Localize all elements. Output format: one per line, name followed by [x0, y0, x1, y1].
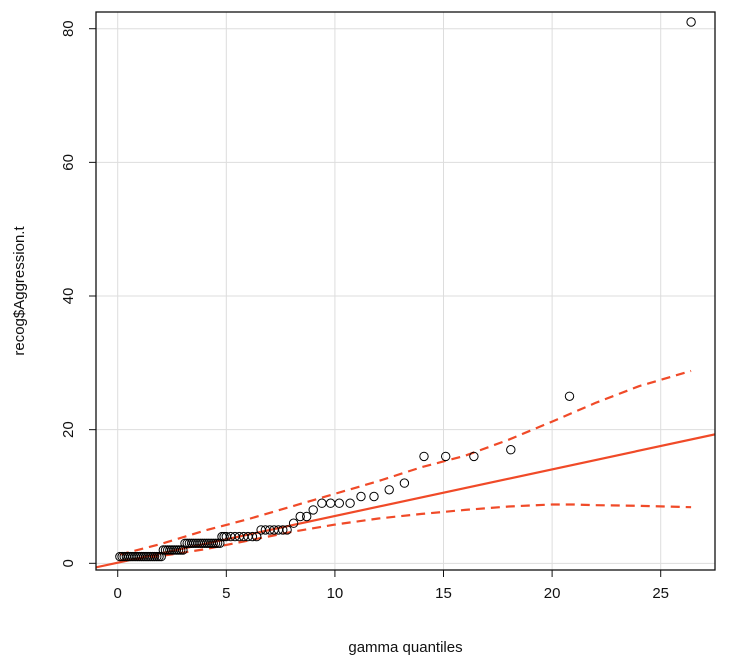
- y-tick-label: 20: [60, 421, 77, 438]
- data-point: [506, 445, 516, 455]
- data-point: [325, 498, 336, 508]
- y-tick-label: 80: [60, 20, 77, 37]
- envelope-upper-line: [119, 369, 692, 556]
- data-point: [156, 551, 166, 562]
- data-point: [208, 538, 219, 548]
- data-point: [302, 511, 312, 522]
- data-point: [215, 538, 225, 548]
- data-point: [369, 491, 379, 502]
- x-axis-title: gamma quantiles: [348, 639, 462, 656]
- data-point: [152, 551, 162, 562]
- y-axis-title: recog$Aggression.t: [11, 226, 28, 356]
- data-point: [308, 505, 318, 515]
- envelope-lower-line: [119, 503, 692, 562]
- data-point: [278, 525, 288, 535]
- x-tick-label: 20: [544, 585, 561, 602]
- data-point: [419, 451, 429, 462]
- y-tick-label: 40: [60, 288, 77, 305]
- data-point: [564, 391, 575, 401]
- data-point: [384, 485, 394, 495]
- data-point: [212, 538, 223, 548]
- data-point: [334, 498, 344, 508]
- data-point: [295, 511, 305, 522]
- data-point: [252, 531, 262, 542]
- data-point: [345, 498, 355, 508]
- x-tick-label: 25: [652, 585, 669, 602]
- y-tick-label: 60: [60, 154, 77, 171]
- data-point: [219, 531, 229, 542]
- grid-lines: [96, 12, 715, 570]
- x-tick-label: 0: [114, 585, 122, 602]
- data-point: [173, 545, 184, 555]
- data-point: [282, 525, 292, 535]
- data-point: [356, 491, 366, 502]
- data-point: [154, 551, 164, 562]
- data-point: [178, 545, 188, 555]
- x-tick-label: 10: [327, 585, 344, 602]
- data-point: [176, 545, 186, 555]
- axes: 0 5 10 15 20 25 0 20 40 60 80: [60, 20, 669, 602]
- data-point: [149, 551, 160, 562]
- reference-line-group: [96, 433, 715, 569]
- data-points: [115, 17, 696, 562]
- confidence-envelope: [119, 369, 692, 562]
- plot-frame: [95, 11, 716, 571]
- data-point: [399, 478, 410, 488]
- data-point: [247, 531, 258, 542]
- data-point: [686, 17, 696, 27]
- data-point: [317, 498, 327, 508]
- reference-line: [96, 433, 715, 569]
- x-tick-label: 15: [435, 585, 452, 602]
- data-point: [288, 518, 299, 528]
- data-point: [469, 451, 479, 462]
- x-tick-label: 5: [222, 585, 230, 602]
- data-point: [441, 451, 451, 462]
- y-tick-label: 0: [60, 559, 77, 567]
